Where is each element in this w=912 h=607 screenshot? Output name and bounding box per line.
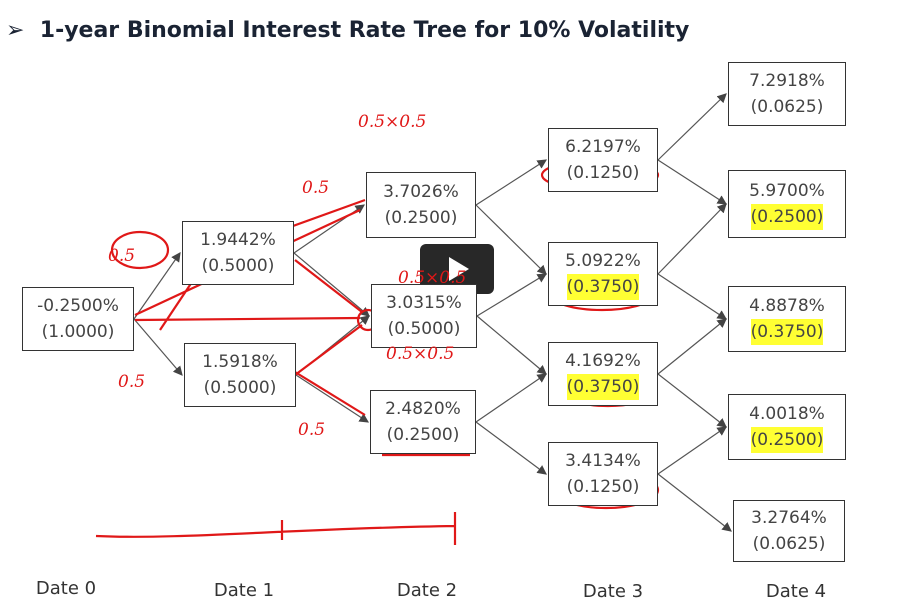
node-prob: (0.0625) bbox=[750, 97, 824, 117]
node-rate: 7.2918% bbox=[749, 71, 825, 91]
tree-node: -0.2500% (1.0000) bbox=[22, 287, 134, 351]
tree-edge bbox=[657, 318, 727, 375]
node-prob: (0.5000) bbox=[203, 378, 277, 398]
tree-edge bbox=[133, 318, 183, 376]
node-prob: (0.2500) bbox=[750, 204, 824, 230]
tree-edge bbox=[657, 203, 727, 275]
tree-node: 2.4820% (0.2500) bbox=[370, 390, 476, 454]
node-rate: 5.9700% bbox=[749, 181, 825, 201]
title-text: 1-year Binomial Interest Rate Tree for 1… bbox=[39, 18, 690, 43]
handwritten-note: 0.5 bbox=[118, 372, 146, 392]
node-prob: (0.2500) bbox=[386, 425, 460, 445]
node-rate: 2.4820% bbox=[385, 399, 461, 419]
tree-edge bbox=[657, 159, 728, 205]
node-prob: (0.1250) bbox=[566, 163, 640, 183]
tree-node: 1.5918% (0.5000) bbox=[184, 343, 296, 407]
video-play-button[interactable] bbox=[420, 244, 494, 294]
tree-edge bbox=[657, 426, 727, 475]
slide-title: ➢ 1-year Binomial Interest Rate Tree for… bbox=[6, 18, 690, 43]
handwritten-note: 0.5×0.5 bbox=[358, 112, 427, 132]
tree-edge bbox=[657, 93, 727, 161]
tree-node: 1.9442% (0.5000) bbox=[182, 221, 294, 285]
node-prob: (0.0625) bbox=[752, 534, 826, 554]
tree-node: 3.0315% (0.5000) bbox=[371, 284, 477, 348]
node-prob: (0.5000) bbox=[387, 319, 461, 339]
handwritten-note: 0.5 bbox=[108, 246, 136, 266]
node-rate: 6.2197% bbox=[565, 137, 641, 157]
tree-edge bbox=[475, 159, 548, 206]
tree-edge bbox=[476, 273, 548, 317]
node-prob: (0.5000) bbox=[201, 256, 275, 276]
date-label: Date 0 bbox=[35, 578, 97, 599]
tree-node: 4.1692% (0.3750) bbox=[548, 342, 658, 406]
node-prob: (1.0000) bbox=[41, 322, 115, 342]
handwritten-note: 0.5 bbox=[298, 420, 326, 440]
tree-edge bbox=[475, 204, 547, 275]
node-rate: 3.4134% bbox=[565, 451, 641, 471]
date-label: Date 3 bbox=[582, 581, 644, 602]
tree-edge bbox=[476, 315, 547, 375]
tree-edge bbox=[657, 273, 728, 320]
tree-edge bbox=[475, 421, 547, 475]
node-rate: -0.2500% bbox=[37, 296, 119, 316]
tree-node: 5.9700% (0.2500) bbox=[728, 170, 846, 238]
node-rate: 3.2764% bbox=[751, 508, 827, 528]
node-rate: 1.5918% bbox=[202, 352, 278, 372]
tree-edge bbox=[475, 373, 547, 423]
node-rate: 4.0018% bbox=[749, 404, 825, 424]
node-prob: (0.3750) bbox=[750, 319, 824, 345]
node-prob: (0.2500) bbox=[384, 208, 458, 228]
node-rate: 3.0315% bbox=[386, 293, 462, 313]
node-prob: (0.1250) bbox=[566, 477, 640, 497]
node-rate: 4.8878% bbox=[749, 296, 825, 316]
tree-node: 5.0922% (0.3750) bbox=[548, 242, 658, 306]
node-rate: 4.1692% bbox=[565, 351, 641, 371]
node-rate: 5.0922% bbox=[565, 251, 641, 271]
node-rate: 3.7026% bbox=[383, 182, 459, 202]
node-prob: (0.3750) bbox=[566, 374, 640, 400]
tree-edge bbox=[293, 252, 370, 317]
tree-node: 4.0018% (0.2500) bbox=[728, 394, 846, 460]
date-label: Date 2 bbox=[396, 580, 458, 601]
tree-node: 4.8878% (0.3750) bbox=[728, 286, 846, 352]
tree-node: 3.7026% (0.2500) bbox=[366, 172, 476, 238]
tree-edge bbox=[657, 373, 727, 428]
date-label: Date 4 bbox=[765, 581, 827, 602]
handwritten-note: 0.5×0.5 bbox=[398, 268, 467, 288]
node-prob: (0.3750) bbox=[566, 274, 640, 300]
tree-node: 3.2764% (0.0625) bbox=[733, 500, 845, 562]
handwritten-note: 0.5×0.5 bbox=[386, 344, 455, 364]
tree-node: 7.2918% (0.0625) bbox=[728, 62, 846, 126]
tree-edge bbox=[133, 252, 181, 320]
tree-edge bbox=[295, 374, 370, 423]
node-prob: (0.2500) bbox=[750, 427, 824, 453]
tree-node: 3.4134% (0.1250) bbox=[548, 442, 658, 506]
handwritten-note: 0.5 bbox=[302, 178, 330, 198]
tree-edge bbox=[657, 473, 732, 532]
tree-node: 6.2197% (0.1250) bbox=[548, 128, 658, 192]
date-label: Date 1 bbox=[213, 580, 275, 601]
node-rate: 1.9442% bbox=[200, 230, 276, 250]
